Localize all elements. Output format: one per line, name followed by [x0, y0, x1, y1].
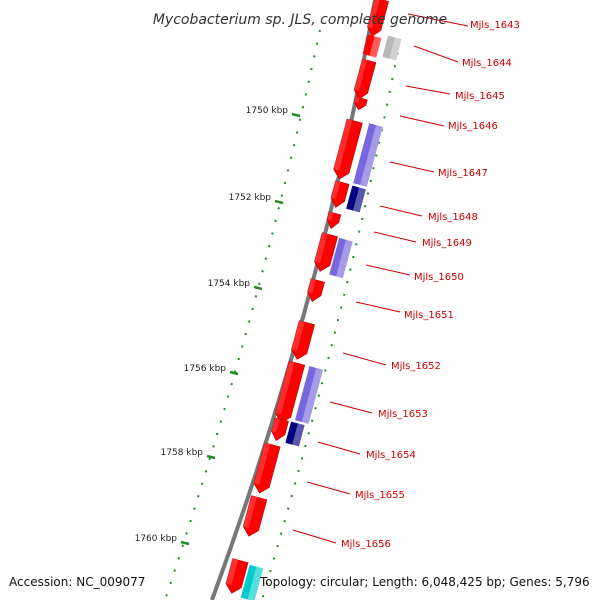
- gene-callout-line: [292, 529, 337, 544]
- gene-callout-line: [379, 205, 423, 217]
- gene-label: Mjls_1648: [428, 212, 478, 223]
- gene-callout[interactable]: Mjls_1656: [292, 529, 391, 550]
- gene-labels: Mjls_1643 Mjls_1644 Mjls_1645 Mjls_1646 Mjls…: [292, 13, 520, 550]
- scale-tick-label: 1756 kbp: [184, 364, 227, 374]
- gene-callout[interactable]: Mjls_1655: [306, 481, 405, 501]
- gene-callout[interactable]: Mjls_1645: [405, 85, 505, 102]
- gene-arrow[interactable]: [353, 96, 368, 112]
- scale-tick-mark: [291, 112, 301, 118]
- gene-arrow[interactable]: [352, 58, 377, 101]
- protein-feature[interactable]: [294, 366, 324, 424]
- gene-arrow[interactable]: [252, 442, 281, 495]
- gene-callout-line: [342, 352, 387, 366]
- gene-callout-line: [355, 301, 401, 313]
- gene-arrow[interactable]: [273, 360, 306, 425]
- gene-arrow[interactable]: [362, 34, 382, 58]
- gene-arrow[interactable]: [332, 118, 363, 181]
- scale-tick-mark: [180, 540, 190, 546]
- gene-label: Mjls_1645: [455, 91, 505, 102]
- gene-label: Mjls_1643: [470, 20, 520, 31]
- gene-callout[interactable]: Mjls_1646: [399, 115, 498, 132]
- gene-callout-line: [329, 401, 373, 414]
- scale-tick-mark: [253, 285, 263, 291]
- gene-callout-line: [317, 441, 361, 455]
- gene-label: Mjls_1656: [341, 539, 391, 550]
- gene-callout-line: [373, 231, 417, 243]
- gene-arrow[interactable]: [325, 211, 342, 231]
- scale-ticks: 1750 kbp 1752 kbp 1754 kbp 1756 kbp 1758 kbp…: [135, 106, 301, 546]
- gene-callout[interactable]: Mjls_1654: [317, 441, 416, 461]
- gene-arrow[interactable]: [224, 558, 249, 596]
- gene-label: Mjls_1655: [355, 490, 405, 501]
- gene-arrow[interactable]: [312, 232, 338, 274]
- gene-callout[interactable]: Mjls_1651: [355, 301, 454, 321]
- gene-arrow[interactable]: [289, 320, 315, 362]
- gene-arrow[interactable]: [365, 0, 389, 38]
- protein-feature[interactable]: [329, 237, 353, 279]
- protein-feature[interactable]: [285, 421, 305, 447]
- gene-callout-line: [306, 481, 351, 495]
- gene-callout-line: [389, 161, 435, 173]
- gene-callout[interactable]: Mjls_1648: [379, 205, 478, 223]
- gene-callout[interactable]: Mjls_1644: [413, 45, 512, 69]
- gene-callout[interactable]: Mjls_1643: [407, 13, 520, 31]
- gene-label: Mjls_1649: [422, 238, 472, 249]
- gene-callout-line: [407, 13, 469, 27]
- gene-label: Mjls_1651: [404, 310, 454, 321]
- gene-callout-line: [399, 115, 445, 127]
- gene-label: Mjls_1650: [414, 272, 464, 283]
- scale-tick-mark: [206, 454, 216, 460]
- protein-feature[interactable]: [240, 564, 264, 600]
- gene-callout[interactable]: Mjls_1652: [342, 352, 441, 372]
- topology-text: Topology: circular; Length: 6,048,425 bp…: [259, 575, 590, 589]
- accession-text: Accession: NC_009077: [9, 575, 145, 589]
- gene-features: [224, 0, 402, 600]
- scale-tick-label: 1760 kbp: [135, 534, 178, 544]
- protein-feature[interactable]: [346, 185, 366, 213]
- genome-backbone: [210, 0, 377, 600]
- protein-feature[interactable]: [353, 123, 383, 187]
- gene-label: Mjls_1652: [391, 361, 441, 372]
- gene-callout-line: [405, 85, 451, 95]
- gene-label: Mjls_1647: [438, 168, 488, 179]
- scale-tick-mark: [229, 370, 239, 376]
- scale-tick-label: 1754 kbp: [208, 279, 251, 289]
- genome-title: Mycobacterium sp. JLS, complete genome: [153, 12, 447, 28]
- scale-tick-label: 1750 kbp: [246, 106, 289, 116]
- gene-callout-line: [413, 45, 459, 63]
- gene-label: Mjls_1646: [448, 121, 498, 132]
- gene-callout[interactable]: Mjls_1649: [373, 231, 472, 249]
- scale-tick-label: 1758 kbp: [161, 448, 204, 458]
- scale-arc-inner: [261, 39, 401, 600]
- gene-callout[interactable]: Mjls_1647: [389, 161, 488, 179]
- gene-label: Mjls_1654: [366, 450, 416, 461]
- gene-label: Mjls_1653: [378, 409, 428, 420]
- protein-feature[interactable]: [382, 35, 402, 61]
- gene-arrow[interactable]: [329, 180, 350, 210]
- gene-arrow[interactable]: [269, 417, 289, 443]
- scale-tick-label: 1752 kbp: [229, 193, 272, 203]
- gene-callout[interactable]: Mjls_1650: [365, 264, 464, 283]
- gene-label: Mjls_1644: [462, 58, 512, 69]
- gene-callout[interactable]: Mjls_1653: [329, 401, 428, 420]
- scale-arc: [164, 29, 321, 600]
- gene-callout-line: [365, 264, 411, 276]
- gene-arrow[interactable]: [305, 278, 325, 304]
- scale-tick-mark: [274, 199, 284, 205]
- gene-arrow[interactable]: [241, 495, 268, 539]
